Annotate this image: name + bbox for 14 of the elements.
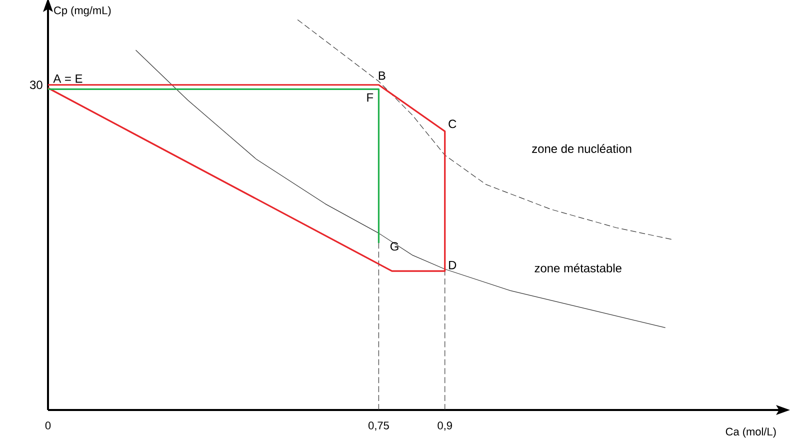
x-tick-label: 0,9 xyxy=(438,422,452,431)
annotation: F xyxy=(367,93,374,102)
annotation: C xyxy=(448,120,456,128)
annotation: G xyxy=(390,242,398,251)
text: 30 xyxy=(30,80,42,90)
annotation: A = E xyxy=(53,74,82,83)
x-tick-label: 0,75 xyxy=(368,422,389,431)
x-tick-label: 0 xyxy=(45,422,51,430)
y-axis-title: Cp (mg/mL) xyxy=(54,6,111,16)
annotation: D xyxy=(449,260,456,270)
x-axis-title: Ca (mol/L) xyxy=(726,427,776,438)
annotation: B xyxy=(378,71,386,80)
annotation: zone métastable xyxy=(534,263,622,272)
annotation: zone de nucléation xyxy=(532,144,632,153)
